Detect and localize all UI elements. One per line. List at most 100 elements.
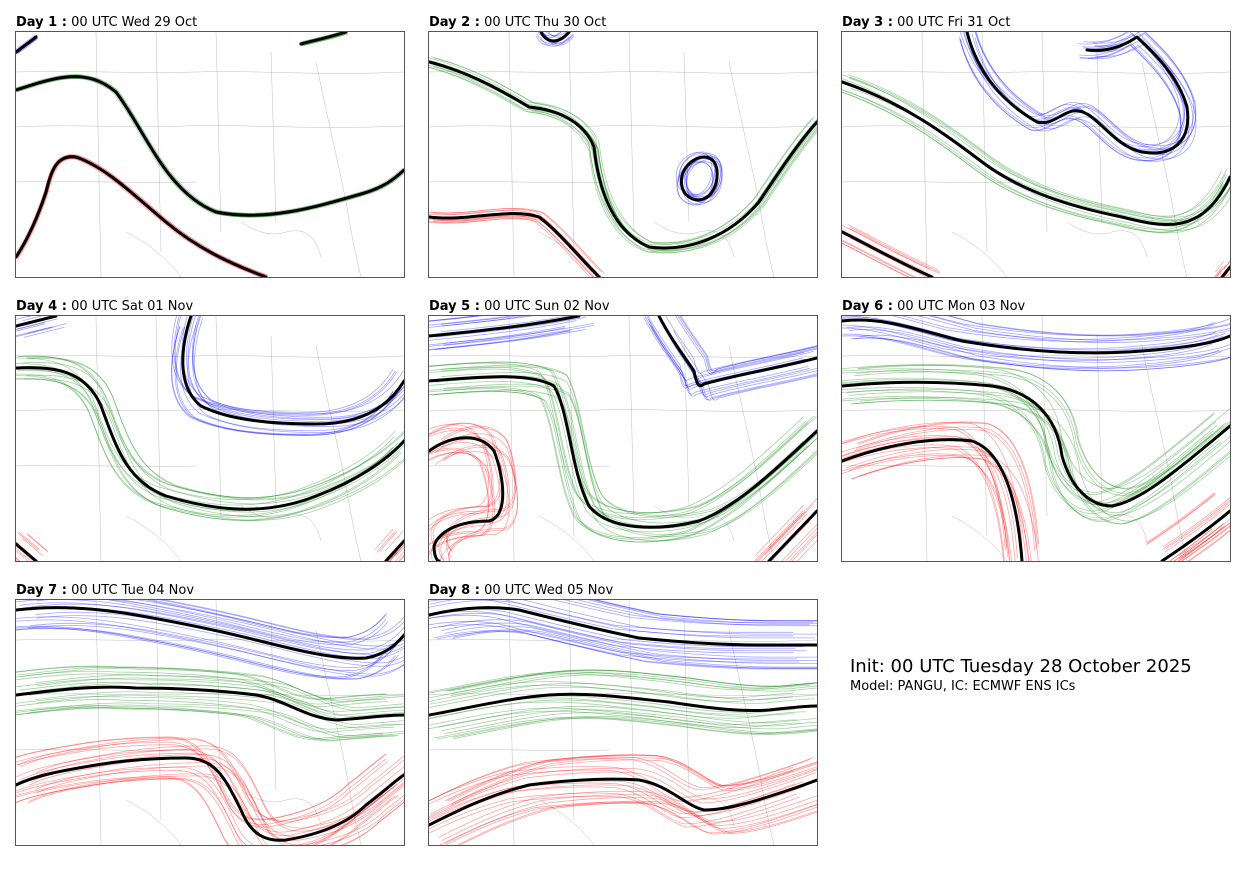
- contour-plot: [429, 316, 817, 561]
- ensemble-member-blue: [591, 600, 817, 622]
- contour-plot: [429, 600, 817, 845]
- ensemble-member-blue: [959, 39, 1181, 161]
- border-line: [315, 629, 362, 845]
- ensemble-member-red: [435, 450, 510, 561]
- spaghetti-map: [15, 315, 405, 562]
- ensemble-member-green: [429, 361, 817, 514]
- ensemble-member-green: [36, 677, 404, 712]
- ensemble-mean-red: [429, 777, 817, 827]
- ensemble-member-red: [429, 766, 794, 802]
- ensemble-member-red: [1179, 522, 1230, 559]
- ensemble-member-red: [389, 547, 403, 561]
- ensemble-member-blue: [440, 316, 571, 333]
- ensemble-member-red: [1223, 269, 1230, 277]
- ensemble-member-blue: [429, 316, 480, 322]
- ensemble-member-blue: [563, 600, 814, 623]
- ensemble-member-blue: [158, 600, 404, 641]
- border-line: [429, 355, 817, 358]
- ensemble-member-green: [438, 705, 817, 728]
- ensemble-member-red: [1217, 265, 1227, 277]
- map-borders: [16, 600, 404, 845]
- ensemble-mean-red: [384, 539, 404, 561]
- ensemble-member-blue: [429, 316, 528, 328]
- ensemble-member-blue: [852, 337, 1230, 372]
- ensemble-member-blue: [174, 327, 397, 436]
- ensemble-member-red: [438, 801, 817, 845]
- ensemble-member-blue: [842, 335, 1222, 370]
- panel-valid-time: 00 UTC Wed 05 Nov: [484, 583, 614, 598]
- ensemble-member-green: [17, 355, 404, 499]
- ensemble-member-red: [384, 530, 404, 552]
- ensemble-member-red: [854, 428, 1036, 552]
- ensemble-member-red: [20, 739, 404, 823]
- panel-valid-time: 00 UTC Wed 29 Oct: [71, 15, 198, 30]
- ensemble-member-blue: [444, 625, 817, 664]
- panel-valid-time: 00 UTC Mon 03 Nov: [897, 299, 1026, 314]
- ensemble-member-red: [16, 749, 404, 833]
- border-line: [568, 316, 575, 537]
- ensemble-member-red: [444, 797, 817, 844]
- ensemble-member-green: [842, 396, 1220, 521]
- ensemble-member-red: [1180, 525, 1230, 561]
- ensemble-member-blue: [544, 33, 574, 44]
- ensemble-member-blue: [16, 318, 58, 330]
- panel-title: Day 7 : 00 UTC Tue 04 Nov: [16, 583, 194, 598]
- ensemble-member-red: [450, 759, 817, 807]
- ensemble-contours-green: [16, 665, 404, 742]
- ensemble-member-red: [429, 218, 595, 277]
- ensemble-member-red: [35, 745, 404, 829]
- ensemble-member-red: [27, 775, 404, 845]
- ensemble-member-blue: [429, 610, 796, 650]
- ensemble-member-blue: [429, 624, 800, 663]
- ensemble-member-green: [429, 388, 803, 540]
- ensemble-mean-red: [842, 438, 1024, 561]
- ensemble-mean-red: [842, 230, 934, 277]
- contour-plot: [842, 316, 1230, 561]
- border-line: [429, 693, 817, 696]
- ensemble-mean-green: [429, 60, 817, 250]
- border-line: [628, 600, 635, 801]
- ensemble-member-red: [1178, 518, 1230, 556]
- ensemble-member-red: [1173, 522, 1225, 561]
- ensemble-member-blue: [678, 153, 715, 197]
- ensemble-mean-red: [16, 756, 404, 842]
- panel-title: Day 5 : 00 UTC Sun 02 Nov: [429, 299, 610, 314]
- ensemble-member-red: [429, 215, 594, 277]
- ensemble-member-blue: [665, 316, 817, 374]
- ensemble-member-blue: [36, 615, 404, 667]
- ensemble-member-red: [1177, 527, 1223, 561]
- ensemble-member-blue: [435, 329, 586, 350]
- ensemble-member-green: [449, 669, 817, 692]
- border-line: [429, 409, 817, 412]
- border-line: [270, 619, 277, 791]
- ensemble-member-green: [842, 378, 1226, 504]
- ensemble-member-blue: [891, 316, 1214, 343]
- ensemble-member-green: [859, 397, 1230, 522]
- border-line: [728, 629, 775, 845]
- ensemble-member-blue: [16, 627, 399, 680]
- ensemble-member-blue: [181, 316, 404, 415]
- ensemble-member-green: [16, 673, 389, 708]
- contour-plot: [16, 600, 404, 845]
- border-line: [628, 32, 635, 233]
- border-line: [842, 71, 1230, 74]
- ensemble-mean-green: [16, 75, 404, 217]
- ensemble-member-blue: [848, 329, 1230, 363]
- ensemble-mean-red: [16, 155, 268, 277]
- ensemble-member-red: [1224, 261, 1230, 270]
- ensemble-member-green: [30, 702, 404, 737]
- ensemble-mean-blue: [965, 32, 1190, 155]
- ensemble-member-green: [35, 674, 404, 709]
- ensemble-mean-contours: [429, 316, 817, 561]
- panel-valid-time: 00 UTC Sun 02 Nov: [484, 299, 610, 314]
- ensemble-member-red: [16, 736, 388, 820]
- ensemble-member-red: [781, 523, 817, 561]
- ensemble-member-blue: [662, 324, 817, 396]
- ensemble-member-green: [849, 76, 1230, 221]
- ensemble-member-green: [27, 704, 404, 739]
- border-line: [16, 749, 197, 751]
- contour-plot: [16, 32, 404, 277]
- ensemble-mean-contours: [16, 316, 404, 561]
- spaghetti-map: [15, 599, 405, 846]
- border-line: [653, 505, 735, 542]
